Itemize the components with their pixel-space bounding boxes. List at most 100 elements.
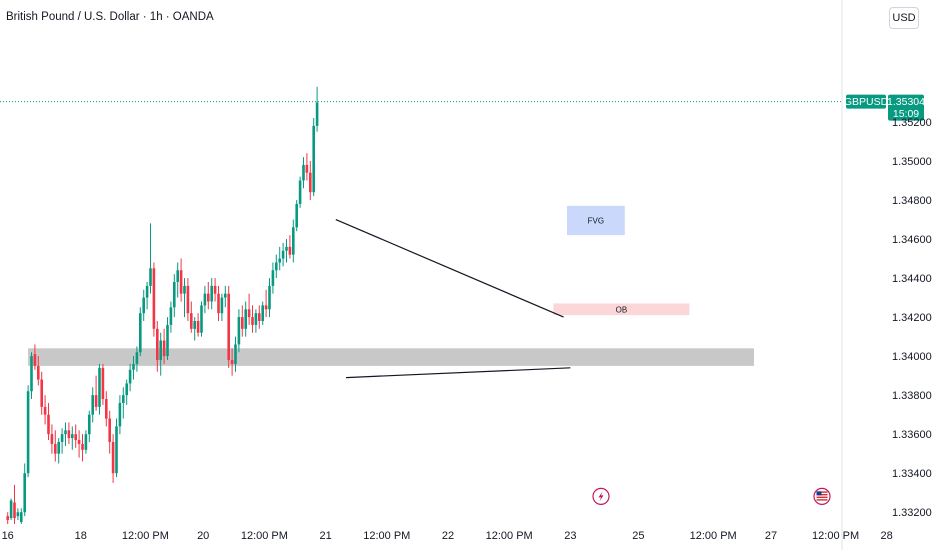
currency-button[interactable]: USD [889,7,919,29]
candle-body [26,391,30,474]
candle-body [139,313,142,353]
candle-body [91,395,94,415]
candle-33 [118,395,122,435]
y-tick-label: 1.34600 [892,234,932,246]
candle-90 [312,118,315,197]
candle-26 [94,375,98,411]
flag-stripe [816,496,828,498]
candle-body [241,317,244,329]
candle-4 [20,508,23,524]
candle-body [64,430,67,435]
y-tick-label: 1.33800 [892,390,932,402]
candle-body [149,268,152,286]
price-tag-countdown: 15:09 [893,108,919,120]
candle-7 [30,352,33,400]
lightning-icon [592,487,610,505]
candle-body [162,340,166,357]
candle-body [288,246,292,255]
candle-80 [278,246,281,271]
candle-body [258,313,261,322]
x-tick-label: 21 [319,530,331,542]
candle-30 [108,410,111,454]
candle-52 [183,278,186,318]
candle-body [251,317,254,325]
candle-74 [258,305,261,329]
symbol-tag-text: GBPUSD [844,96,889,108]
y-tick-label: 1.34800 [892,195,932,207]
x-tick-label: 23 [564,530,576,542]
candle-body [247,309,251,318]
y-tick-label: 1.34400 [892,273,932,285]
candle-body [186,285,190,314]
candle-47 [166,317,169,361]
candle-body [71,434,74,439]
candle-18 [67,422,71,444]
zone-2 [567,205,625,236]
candle-body [230,360,234,364]
candle-body [179,270,183,294]
candle-54 [190,301,193,333]
candle-body [207,293,210,302]
y-tick-label: 1.33400 [892,468,932,480]
candle-73 [254,309,258,333]
candle-body [142,297,145,314]
candle-53 [186,278,190,322]
candle-body [166,324,169,357]
candle-body [16,512,20,517]
candle-body [302,164,305,181]
candle-11 [43,395,47,425]
candle-body [213,285,217,294]
x-tick-label: 22 [442,530,454,542]
candle-body [135,352,139,364]
candle-body [220,297,224,314]
candle-body [217,293,220,314]
x-tick-label: 28 [880,530,892,542]
candle-body [268,285,271,310]
candle-body [101,367,105,400]
candle-body [54,443,57,454]
candle-56 [196,313,200,337]
candle-31 [111,434,115,483]
candle-body [105,399,108,419]
candle-body [33,354,37,366]
candle-16 [60,428,64,454]
candle-65 [227,285,230,368]
candle-body [305,164,309,173]
candle-48 [169,301,173,333]
candle-body [210,285,213,302]
candle-body [234,344,237,364]
candle-29 [105,391,108,427]
candle-28 [101,363,105,405]
candle-22 [81,434,84,462]
candle-19 [71,426,74,450]
x-tick-label: 16 [2,530,14,542]
x-tick-label: 12:00 PM [122,530,169,542]
candle-79 [275,254,278,279]
candle-36 [128,363,132,392]
trendline-0 [335,218,564,318]
candle-body [132,363,135,370]
x-tick-label: 25 [632,530,644,542]
candle-70 [244,301,247,337]
candle-84 [292,219,295,263]
candle-14 [54,430,57,462]
candle-body [122,395,125,403]
candle-85 [295,200,298,232]
candle-5 [23,463,26,517]
candle-66 [230,348,234,376]
candle-27 [98,363,101,415]
candle-body [74,434,77,441]
zone-1 [553,303,690,316]
x-tick-label: 18 [75,530,87,542]
candle-1 [9,498,13,521]
candle-55 [193,317,196,341]
candle-38 [135,346,139,372]
candle-67 [234,336,237,372]
candle-body [173,281,176,308]
candle-body [156,328,159,361]
candle-body [176,270,179,282]
candle-body [281,250,285,259]
candle-72 [251,305,254,333]
